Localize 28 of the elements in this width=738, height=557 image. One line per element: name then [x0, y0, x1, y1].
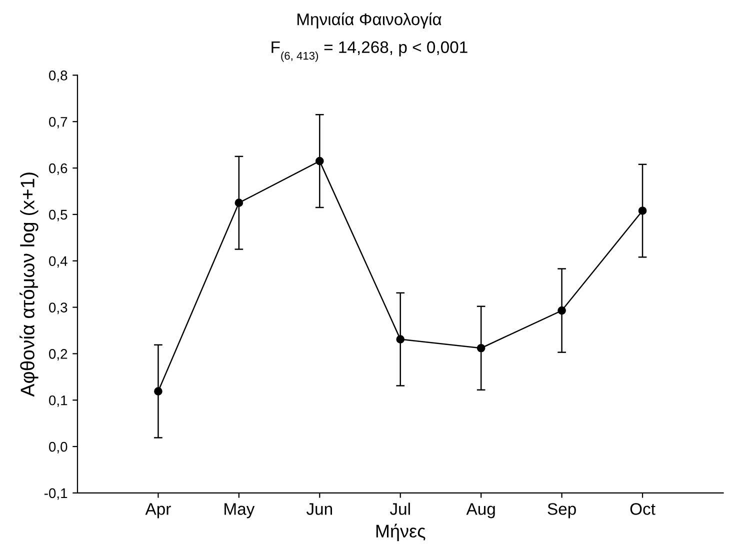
- x-tick-label: Apr: [145, 503, 171, 518]
- y-tick-label: 0,4: [49, 256, 68, 268]
- point: [154, 387, 162, 396]
- x-tick-label: Jul: [390, 502, 410, 515]
- x-tick-label: Aug: [466, 503, 495, 518]
- y-tick-label: 0,5: [49, 210, 68, 222]
- point: [476, 344, 486, 352]
- x-tick-label: Jun: [306, 503, 332, 515]
- chart-subtitle: F(6, 413) = 14,268, p < 0,001: [272, 41, 468, 62]
- point: [396, 335, 405, 344]
- x-tick-label: May: [224, 503, 255, 518]
- x-tick-label: Sep: [548, 503, 576, 518]
- y-tick-label: -0,1: [44, 488, 68, 500]
- y-tick-label: 0,2: [49, 349, 68, 361]
- y-tick-label: 0,1: [49, 395, 68, 407]
- y-axis-title: Αφθονία ατόμων log (x+1): [20, 172, 38, 397]
- x-axis-title: Μήνες: [376, 524, 426, 542]
- y-tick-label: 0,0: [49, 442, 68, 454]
- chart-title: Μηνιαία Φαινολογία: [297, 12, 442, 29]
- y-tick-label: 0,7: [49, 116, 68, 128]
- y-tick-label: 0,6: [49, 163, 68, 175]
- x-tick-label: Oct: [630, 503, 656, 515]
- y-tick-label: 0,8: [49, 70, 68, 82]
- y-tick-label: 0,3: [49, 302, 68, 314]
- point: [558, 306, 566, 315]
- point: [315, 156, 324, 166]
- point: [234, 198, 244, 208]
- point: [638, 206, 647, 215]
